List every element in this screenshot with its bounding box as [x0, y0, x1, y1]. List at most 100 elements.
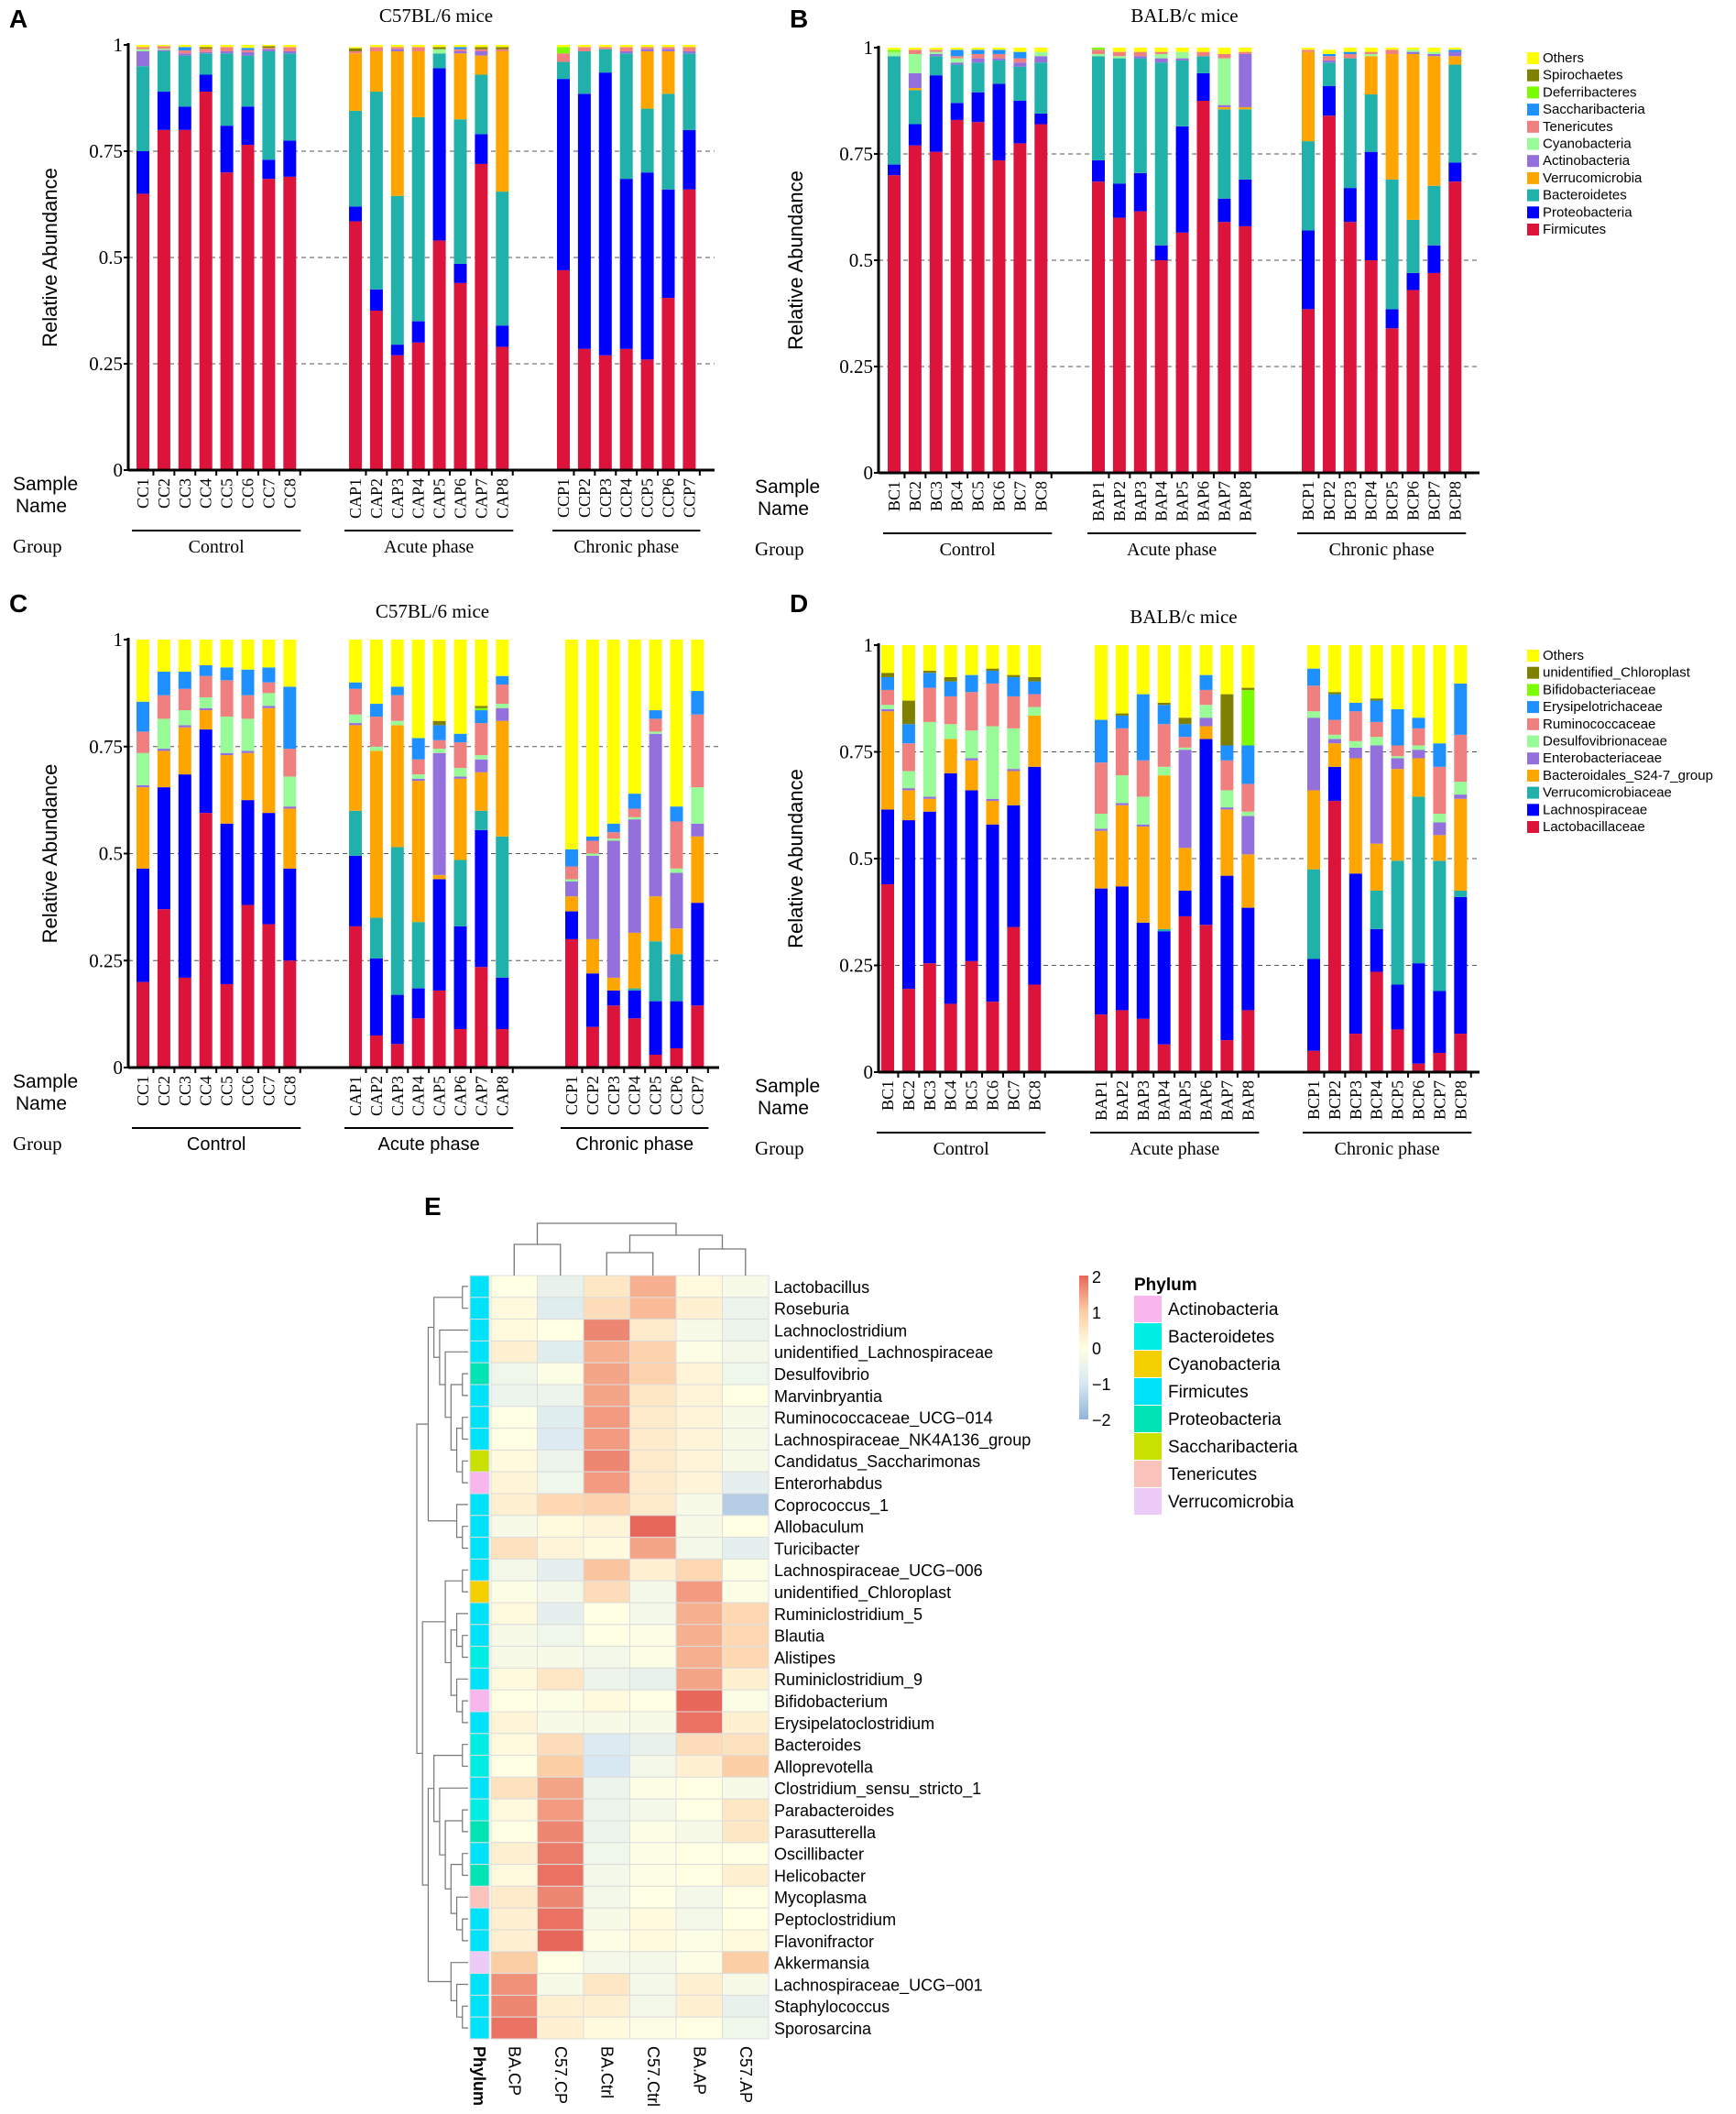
legend-label: Bifidobacteriaceae — [1543, 682, 1655, 697]
color-scale: 2 1 0 −1 −2 — [1079, 1268, 1111, 1429]
heatmap-cell — [537, 1406, 584, 1429]
heatmap-cell — [537, 1602, 584, 1626]
bar-segment-bacteroidales-s24-7-group — [628, 932, 641, 989]
sample-label: BAP1 — [1089, 481, 1108, 521]
column-label: BA.CP — [505, 2046, 523, 2096]
bar-segment-others — [577, 45, 591, 48]
heatmap-cell — [537, 1319, 584, 1342]
sample-label: BAP4 — [1155, 1080, 1174, 1121]
heatmap-cell — [722, 1755, 770, 1778]
dendrogram-branch — [444, 1580, 463, 1664]
bar-segment-erysipelotrichaceae — [1157, 705, 1171, 725]
heatmap-cell — [490, 1493, 538, 1517]
bar-segment-enterobacteriaceae — [986, 798, 999, 802]
legend-label: Bacteroidetes — [1543, 188, 1627, 203]
row-label: Akkermansia — [774, 1955, 870, 1973]
bar-segment-actinobacteria — [929, 53, 943, 57]
group-label: Acute phase — [1127, 540, 1217, 560]
bar-segment-bacteroidales-s24-7-group — [475, 772, 488, 811]
bar-segment-erysipelotrichaceae — [432, 725, 446, 740]
phylum-annotation-cell — [469, 1340, 490, 1364]
bar-segment-ruminococcaceae — [1241, 783, 1255, 812]
bar-segment-enterobacteriaceae — [453, 776, 467, 779]
sample-label: CAP4 — [409, 478, 428, 519]
bar-segment-bacteroidetes — [241, 55, 255, 107]
bar-segment-enterobacteriaceae — [628, 819, 641, 933]
bar-segment-erysipelotrichaceae — [1241, 745, 1255, 784]
bar-segment-lactobacillaceae — [262, 924, 276, 1068]
bar-segment-verrucomicrobiaceae — [1433, 860, 1447, 991]
phylum-annotation-cell — [469, 1558, 490, 1582]
row-label: Sporosarcina — [774, 2020, 872, 2038]
heatmap-cell — [675, 1776, 723, 1800]
legend-swatch — [1527, 69, 1539, 82]
legend-label: Erysipelotrichaceae — [1543, 699, 1663, 715]
bar-segment-lachnospiraceae — [1370, 928, 1383, 972]
heatmap-cell — [629, 1667, 677, 1691]
bar-segment-ruminococcaceae — [1136, 760, 1150, 797]
bar-segment-desulfovibrionaceae — [241, 718, 255, 751]
sample-label: BAP3 — [1134, 1080, 1152, 1121]
bar-segment-erysipelotrichaceae — [369, 704, 383, 717]
bar-segment-verrucomicrobiaceae — [1454, 890, 1468, 897]
bar-segment-firmicutes — [1322, 115, 1336, 474]
bar-segment-actinobacteria — [178, 53, 191, 56]
sample-label: BC4 — [948, 481, 966, 511]
bar-segment-proteobacteria — [619, 179, 633, 349]
bar-segment-others — [199, 640, 213, 666]
heatmap-cell — [722, 1493, 770, 1517]
bar-segment-bacteroidetes — [661, 93, 675, 190]
bar-segment-bacteroidales-s24-7-group — [157, 750, 170, 788]
row-label: Blautia — [774, 1627, 825, 1646]
bar-segment-erysipelotrichaceae — [157, 672, 170, 696]
bar-segment-bacteroidales-s24-7-group — [411, 781, 425, 923]
bar-segment-lactobacillaceae — [965, 960, 978, 1072]
bar-segment-saccharibacteria — [1343, 51, 1357, 54]
bar-segment-tenericutes — [557, 53, 570, 62]
bar-segment-actinobacteria — [1448, 51, 1462, 57]
sample-label: CAP7 — [472, 478, 490, 519]
heatmap-cell — [629, 1406, 677, 1429]
heatmap-cell — [537, 1646, 584, 1669]
bar-segment-actinobacteria — [241, 51, 255, 56]
bar-segment-ruminococcaceae — [157, 695, 170, 719]
bar-segment-ruminococcaceae — [411, 759, 425, 775]
dendrogram-branch — [439, 1787, 468, 1856]
bar-segment-cyanobacteria — [1406, 49, 1420, 52]
legend-label: Actinobacteria — [1168, 1300, 1279, 1320]
heatmap-cell — [629, 1646, 677, 1669]
bar-segment-others — [585, 640, 599, 837]
bar-segment-ruminococcaceae — [923, 687, 936, 722]
sample-label: CCP1 — [562, 1076, 581, 1115]
bar-segment-lachnospiraceae — [283, 868, 297, 961]
bar-segment-enterobacteriaceae — [1178, 750, 1192, 849]
bar-segment-others — [369, 45, 383, 48]
panel-letter: E — [424, 1192, 442, 1221]
heatmap-cell — [537, 1624, 584, 1648]
bar-segment-bacteroidales-s24-7-group — [1433, 835, 1447, 861]
bar-segment-erysipelotrichaceae — [1007, 676, 1021, 696]
bar-segment-lachnospiraceae — [241, 800, 255, 905]
bar-segment-saccharibacteria — [992, 49, 1006, 54]
heatmap-cell — [629, 1362, 677, 1386]
sample-label: CCP4 — [626, 1076, 644, 1115]
legend-label: Saccharibacteria — [1168, 1438, 1298, 1457]
legend-label: Others — [1543, 50, 1584, 66]
bar-segment-erysipelotrichaceae — [199, 665, 213, 676]
bar-segment-ruminococcaceae — [1095, 762, 1108, 815]
bar-segment-proteobacteria — [1364, 151, 1378, 260]
heatmap-cell — [722, 2016, 770, 2040]
sample-label: CC3 — [176, 478, 194, 509]
bar-segment-actinobacteria — [1322, 60, 1336, 63]
panel-letter: D — [790, 589, 808, 618]
legend-swatch — [1527, 735, 1539, 748]
y-axis-label: Relative Abundance — [784, 170, 807, 350]
bar-segment-others — [1370, 645, 1383, 699]
bar-segment-verrucomicrobiaceae — [1391, 860, 1404, 985]
dendrogram-branch — [462, 1460, 468, 1484]
sample-name-label: Name — [758, 1098, 809, 1119]
bar-segment-verrucomicrobia — [390, 50, 404, 196]
bar-segment-lactobacillaceae — [944, 1003, 957, 1072]
bar-segment-others — [1412, 645, 1425, 718]
bar-segment-bacteroidetes — [1133, 58, 1147, 173]
